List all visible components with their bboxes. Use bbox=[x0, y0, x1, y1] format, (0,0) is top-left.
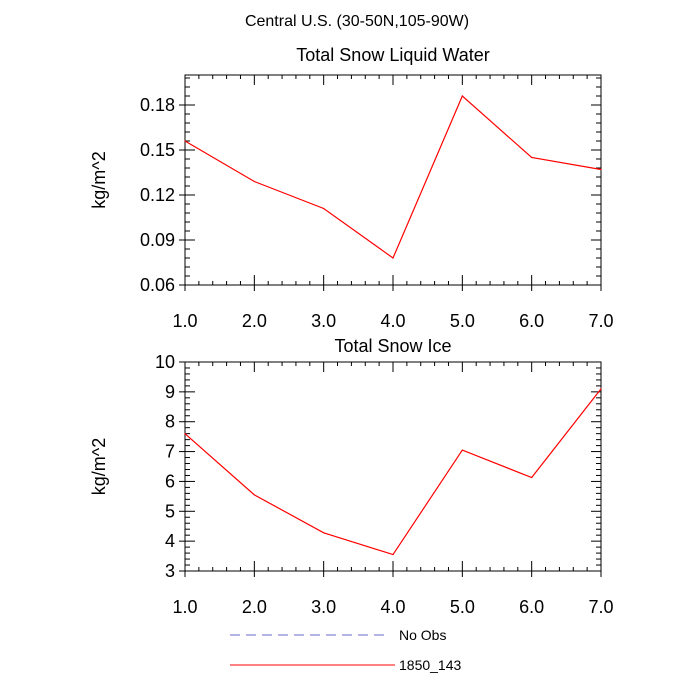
y-tick-label: 6 bbox=[165, 471, 175, 491]
data-point bbox=[600, 388, 602, 390]
data-point bbox=[184, 433, 186, 435]
figure-title: Central U.S. (30-50N,105-90W) bbox=[245, 13, 469, 30]
chart-panel-snow-liquid-water: Total Snow Liquid Water kg/m^2 0.06 0.09 0.1… bbox=[89, 45, 614, 331]
y-tick-label: 5 bbox=[165, 501, 175, 521]
y-tick-label: 0.12 bbox=[140, 185, 175, 205]
x-tick-label: 2.0 bbox=[242, 597, 267, 617]
data-point bbox=[461, 95, 463, 97]
series-line-1850-143 bbox=[184, 388, 602, 556]
data-point bbox=[461, 449, 463, 451]
data-point bbox=[253, 494, 255, 496]
data-point bbox=[253, 180, 255, 183]
y-tick-label: 4 bbox=[165, 531, 175, 551]
data-point bbox=[531, 156, 533, 159]
legend-label-no-obs: No Obs bbox=[399, 627, 446, 643]
series-line-1850-143 bbox=[184, 94, 602, 259]
x-tick-label: 6.0 bbox=[519, 311, 544, 331]
x-tick-label: 7.0 bbox=[588, 311, 613, 331]
y-tick-label: 0.18 bbox=[140, 95, 175, 115]
chart-panel-snow-ice: Total Snow Ice kg/m^2 3 4 5 6 7 8 9 10 1.0 2.0 3.0 4.… bbox=[89, 336, 614, 617]
x-tick-label: 5.0 bbox=[450, 311, 475, 331]
x-tick-label: 3.0 bbox=[311, 311, 336, 331]
chart-title: Total Snow Ice bbox=[334, 336, 451, 356]
y-tick-label: 9 bbox=[165, 382, 175, 402]
x-tick-label: 1.0 bbox=[172, 597, 197, 617]
y-tick-label: 0.06 bbox=[140, 275, 175, 295]
x-tick-label: 4.0 bbox=[380, 597, 405, 617]
data-point bbox=[392, 257, 394, 259]
y-tick-label: 8 bbox=[165, 412, 175, 432]
y-tick-label: 10 bbox=[155, 352, 175, 372]
y-tick-label: 3 bbox=[165, 561, 175, 581]
data-point bbox=[600, 168, 602, 171]
y-axis-label: kg/m^2 bbox=[89, 151, 109, 208]
data-point bbox=[323, 207, 325, 210]
chart-title: Total Snow Liquid Water bbox=[296, 45, 489, 65]
y-tick-label: 0.09 bbox=[140, 230, 175, 250]
plot-frame bbox=[184, 74, 602, 286]
y-tick-label: 7 bbox=[165, 442, 175, 462]
data-point bbox=[392, 553, 394, 556]
data-point bbox=[531, 476, 533, 479]
plot-frame bbox=[184, 361, 602, 572]
x-tick-label: 7.0 bbox=[588, 597, 613, 617]
legend: No Obs 1850_143 bbox=[230, 627, 462, 673]
y-tick-label: 0.15 bbox=[140, 140, 175, 160]
x-tick-label: 5.0 bbox=[450, 597, 475, 617]
data-point bbox=[184, 140, 186, 142]
y-axis-label: kg/m^2 bbox=[89, 438, 109, 495]
x-tick-label: 3.0 bbox=[311, 597, 336, 617]
data-point bbox=[323, 532, 325, 534]
x-tick-label: 1.0 bbox=[172, 311, 197, 331]
x-tick-label: 4.0 bbox=[380, 311, 405, 331]
x-tick-label: 6.0 bbox=[519, 597, 544, 617]
x-tick-label: 2.0 bbox=[242, 311, 267, 331]
legend-label-1850-143: 1850_143 bbox=[399, 657, 462, 673]
